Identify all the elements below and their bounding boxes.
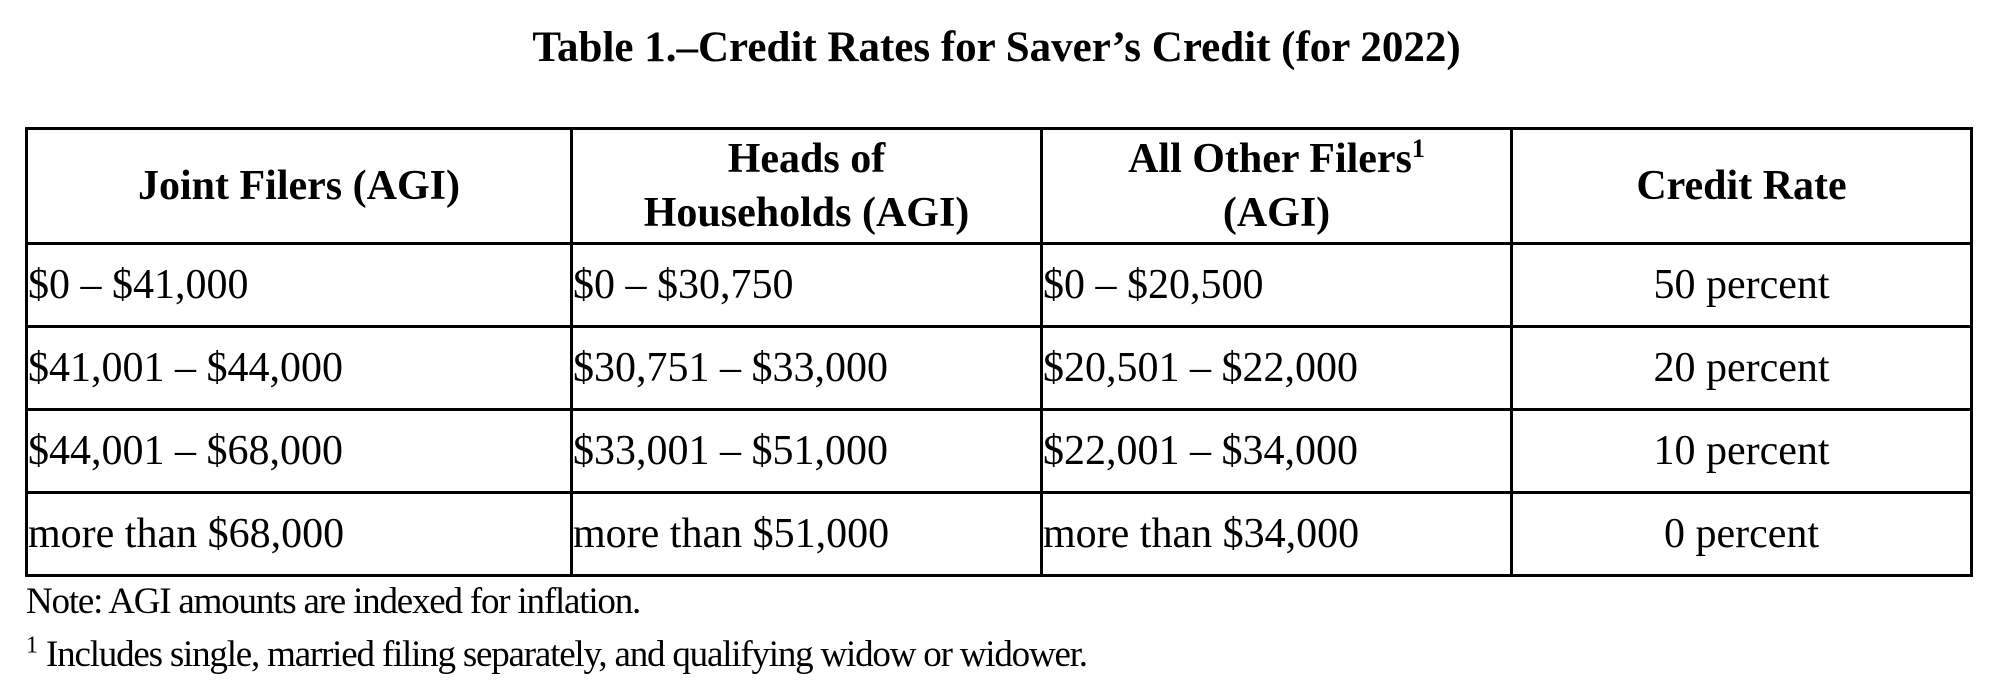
table-row: $41,001 – $44,000 $30,751 – $33,000 $20,… bbox=[25, 325, 1973, 411]
table-header-row: Joint Filers (AGI) Heads of Households (… bbox=[25, 127, 1973, 245]
cell-joint: $44,001 – $68,000 bbox=[25, 408, 573, 494]
header-other-line1: All Other Filers bbox=[1128, 136, 1412, 182]
cell-other: $22,001 – $34,000 bbox=[1040, 408, 1513, 494]
table-row: more than $68,000 more than $51,000 more… bbox=[25, 491, 1973, 577]
header-credit-rate: Credit Rate bbox=[1510, 127, 1973, 245]
header-heads-of-households: Heads of Households (AGI) bbox=[570, 127, 1043, 245]
cell-other: $20,501 – $22,000 bbox=[1040, 325, 1513, 411]
cell-rate: 20 percent bbox=[1510, 325, 1973, 411]
cell-heads: $0 – $30,750 bbox=[570, 242, 1043, 328]
cell-joint: more than $68,000 bbox=[25, 491, 573, 577]
header-heads-line2: Households (AGI) bbox=[643, 190, 970, 236]
table-footnote: 1 Includes single, married filing separa… bbox=[26, 632, 1088, 677]
cell-joint: $41,001 – $44,000 bbox=[25, 325, 573, 411]
table-row: $0 – $41,000 $0 – $30,750 $0 – $20,500 5… bbox=[25, 242, 1973, 328]
cell-rate: 50 percent bbox=[1510, 242, 1973, 328]
cell-heads: $33,001 – $51,000 bbox=[570, 408, 1043, 494]
cell-joint: $0 – $41,000 bbox=[25, 242, 573, 328]
credit-rates-table: Joint Filers (AGI) Heads of Households (… bbox=[25, 127, 1973, 577]
header-credit-rate-label: Credit Rate bbox=[1636, 163, 1847, 209]
table-row: $44,001 – $68,000 $33,001 – $51,000 $22,… bbox=[25, 408, 1973, 494]
table-title: Table 1.–Credit Rates for Saver’s Credit… bbox=[532, 24, 1461, 71]
header-all-other-filers: All Other Filers1 (AGI) bbox=[1040, 127, 1513, 245]
footnote-text: Includes single, married filing separate… bbox=[38, 634, 1088, 675]
cell-rate: 10 percent bbox=[1510, 408, 1973, 494]
header-other-line2: (AGI) bbox=[1222, 190, 1331, 236]
header-heads-line1: Heads of bbox=[727, 136, 886, 182]
header-joint-filers-label: Joint Filers (AGI) bbox=[138, 163, 460, 209]
footnote-marker: 1 bbox=[1411, 134, 1425, 163]
cell-other: more than $34,000 bbox=[1040, 491, 1513, 577]
header-joint-filers: Joint Filers (AGI) bbox=[25, 127, 573, 245]
table-note: Note: AGI amounts are indexed for inflat… bbox=[26, 581, 641, 622]
cell-heads: more than $51,000 bbox=[570, 491, 1043, 577]
cell-other: $0 – $20,500 bbox=[1040, 242, 1513, 328]
cell-rate: 0 percent bbox=[1510, 491, 1973, 577]
cell-heads: $30,751 – $33,000 bbox=[570, 325, 1043, 411]
footnote-number: 1 bbox=[26, 632, 38, 659]
